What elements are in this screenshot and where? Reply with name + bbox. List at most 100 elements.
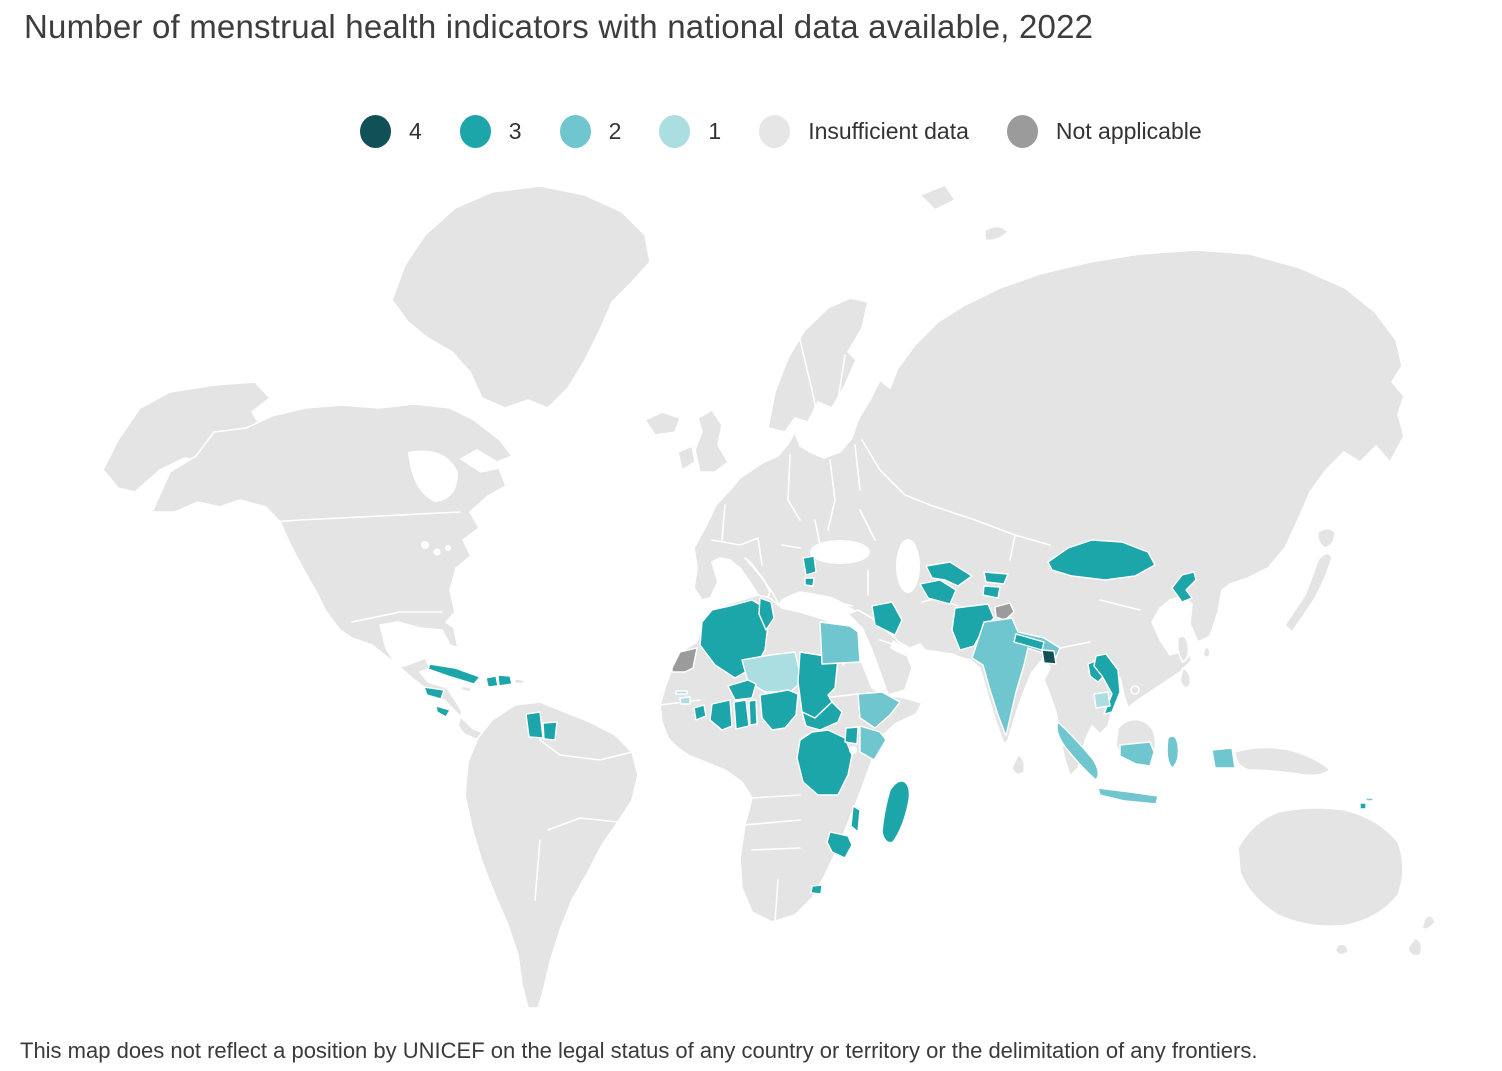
- great-lake: [433, 548, 441, 556]
- country-kyrgyzstan[interactable]: [983, 571, 1009, 585]
- world-map-svg: [102, 184, 1436, 1009]
- country-gambia[interactable]: [675, 690, 688, 695]
- country-indonesia-java[interactable]: [1097, 787, 1159, 805]
- landmass-hokkaido: [1316, 527, 1336, 549]
- legend-swatch-na-icon: [1006, 115, 1038, 148]
- country-turkmenistan[interactable]: [919, 579, 957, 605]
- legend-label-2: 2: [608, 118, 622, 144]
- landmass-ireland: [677, 445, 696, 471]
- legend-swatch-4-icon: [360, 115, 391, 148]
- landmass-australia: [1237, 807, 1404, 928]
- landmass-jamaica: [460, 685, 473, 693]
- country-cambodia[interactable]: [1093, 691, 1111, 709]
- country-egypt[interactable]: [819, 621, 861, 665]
- country-indonesia-sumatra[interactable]: [1056, 721, 1099, 781]
- landmass-philippines-south: [1179, 667, 1192, 689]
- country-guyana[interactable]: [525, 711, 544, 739]
- legend-swatch-1-icon: [659, 115, 691, 148]
- country-serbia[interactable]: [802, 555, 817, 576]
- landmass-sri-lanka: [1011, 754, 1026, 776]
- legend-label-4: 4: [409, 118, 422, 144]
- landmass-japan: [1284, 552, 1333, 633]
- country-cote-divoire[interactable]: [709, 699, 733, 731]
- legend-label-1: 1: [708, 118, 722, 144]
- landmass-hainan: [1130, 685, 1140, 695]
- great-lake: [445, 545, 451, 551]
- country-haiti[interactable]: [485, 675, 499, 688]
- landmass-africa: [659, 594, 923, 923]
- persian-gulf: [890, 640, 918, 658]
- legend-swatch-2-icon: [559, 115, 591, 148]
- country-vietnam[interactable]: [1093, 653, 1121, 715]
- country-honduras[interactable]: [423, 686, 445, 700]
- country-indonesia-kalimantan[interactable]: [1119, 741, 1155, 767]
- country-mongolia[interactable]: [1047, 539, 1156, 581]
- country-ghana[interactable]: [733, 699, 750, 730]
- country-tunisia[interactable]: [758, 597, 775, 631]
- legend-item-3: 3: [459, 115, 522, 148]
- world-map: [0, 170, 1502, 1020]
- country-indonesia-papua[interactable]: [1211, 747, 1236, 769]
- country-central-african-republic[interactable]: [801, 701, 843, 731]
- great-lake: [421, 541, 429, 549]
- country-north-macedonia[interactable]: [804, 577, 815, 587]
- landmass-south-america: [464, 701, 639, 1009]
- page-title: Number of menstrual health indicators wi…: [24, 8, 1094, 45]
- country-guinea-bissau[interactable]: [679, 696, 691, 705]
- landmass-arabia: [847, 609, 913, 696]
- country-sierra-leone[interactable]: [693, 704, 707, 721]
- legend-item-na: Not applicable: [1006, 115, 1202, 148]
- country-lesotho[interactable]: [810, 884, 823, 895]
- legend-swatch-insufficient-icon: [759, 115, 791, 148]
- landmass-tasmania: [1334, 943, 1349, 956]
- country-jammu-kashmir[interactable]: [994, 602, 1015, 621]
- country-western-sahara[interactable]: [671, 647, 698, 673]
- legend-item-2: 2: [559, 115, 622, 148]
- country-dominican-republic[interactable]: [497, 674, 513, 687]
- country-ethiopia[interactable]: [857, 691, 901, 729]
- lake-victoria: [849, 746, 857, 754]
- map-disclaimer: This map does not reflect a position by …: [20, 1038, 1258, 1063]
- legend: 4 3 2 1 Insufficient data Not applicable: [360, 115, 1202, 148]
- country-iraq[interactable]: [871, 601, 903, 636]
- country-uzbekistan[interactable]: [925, 561, 973, 587]
- border-lines-americas: [177, 511, 633, 901]
- black-sea: [810, 540, 870, 564]
- country-dr-congo[interactable]: [796, 729, 853, 796]
- country-togo[interactable]: [748, 699, 758, 726]
- legend-label-na: Not applicable: [1055, 118, 1202, 144]
- country-malawi[interactable]: [850, 805, 861, 833]
- legend-item-1: 1: [659, 115, 721, 148]
- legend-item-4: 4: [360, 115, 422, 148]
- country-indonesia-sulawesi[interactable]: [1166, 735, 1180, 769]
- country-madagascar[interactable]: [881, 780, 911, 844]
- country-nigeria[interactable]: [759, 689, 799, 731]
- border-lines-europe: [711, 339, 876, 566]
- landmass-new-zealand-south: [1407, 937, 1423, 957]
- country-zimbabwe[interactable]: [826, 831, 853, 859]
- landmass-taiwan: [1202, 646, 1211, 659]
- country-north-korea[interactable]: [1171, 571, 1197, 603]
- landmass-new-guinea: [1234, 746, 1331, 777]
- landmass-greenland: [391, 185, 651, 409]
- landmass-north-america: [151, 403, 513, 741]
- country-bangladesh[interactable]: [1041, 649, 1057, 665]
- country-tajikistan[interactable]: [982, 585, 1001, 599]
- country-suriname[interactable]: [542, 721, 558, 741]
- country-burkina-faso[interactable]: [727, 679, 757, 701]
- legend-label-3: 3: [508, 118, 522, 144]
- country-cuba[interactable]: [427, 663, 481, 685]
- legend-item-insufficient: Insufficient data: [759, 115, 969, 148]
- country-uganda[interactable]: [844, 726, 859, 745]
- country-fiji[interactable]: [1365, 797, 1374, 802]
- country-costa-rica[interactable]: [435, 705, 451, 718]
- landmass-svalbard: [919, 184, 956, 211]
- landmass-scandinavia: [767, 297, 869, 433]
- landmass-new-zealand-north: [1421, 914, 1436, 930]
- country-solomon-islands[interactable]: [1359, 802, 1367, 810]
- legend-swatch-3-icon: [459, 115, 491, 148]
- hudson-bay: [408, 450, 458, 502]
- landmass-puerto-rico: [513, 678, 525, 685]
- country-kenya[interactable]: [859, 725, 887, 761]
